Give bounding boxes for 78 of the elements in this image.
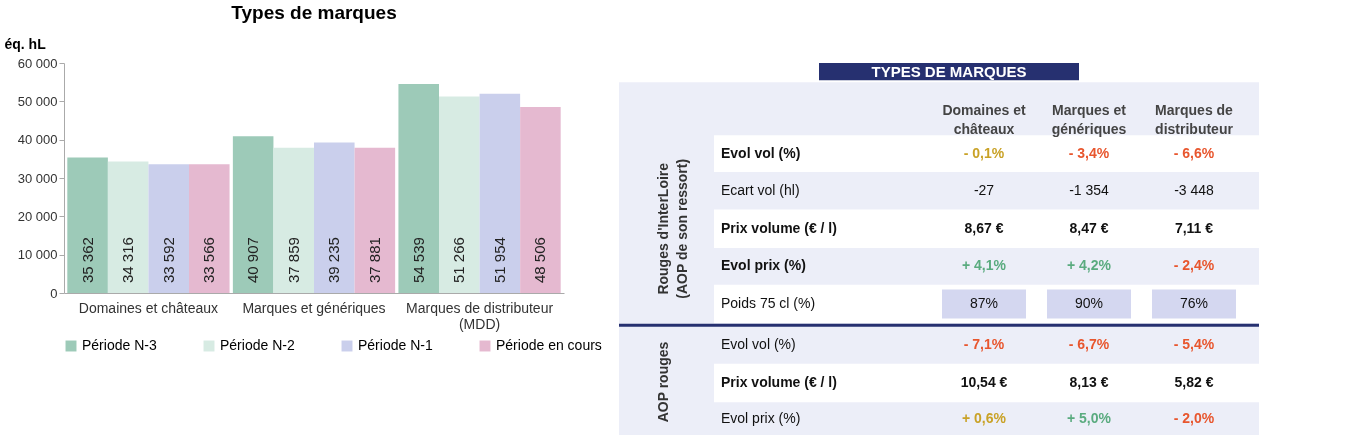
bar [148, 164, 189, 293]
data-label: 40 907 [244, 237, 262, 283]
bar [107, 161, 149, 293]
x-tick-label: Marques et génériques [242, 299, 386, 316]
data-label: 48 506 [531, 237, 549, 283]
legend-label: Période N-2 [220, 337, 295, 353]
data-label: 51 954 [490, 237, 508, 283]
y-tick-label: 0 [50, 285, 58, 301]
bar [314, 142, 355, 293]
text: - 7,1% [963, 336, 1005, 353]
text: 5,82 € [1174, 373, 1214, 390]
y-axis-title: éq. hL [4, 35, 47, 52]
bar [232, 136, 274, 293]
data-label: 39 235 [325, 237, 343, 283]
text: - 5,4% [1173, 336, 1215, 353]
text: Evol prix (%) [721, 257, 806, 274]
text: Evol vol (%) [721, 336, 796, 353]
bar [479, 93, 521, 293]
text: Marques de distributeur [1155, 102, 1234, 138]
data-label: 35 362 [78, 237, 96, 283]
bar [398, 83, 439, 293]
bar [520, 107, 561, 293]
legend-label: Période N-3 [82, 337, 157, 353]
text: 90% [1074, 294, 1104, 311]
text: + 0,6% [962, 409, 1007, 426]
text: -27 [973, 182, 995, 199]
text: Ecart vol (hl) [721, 182, 800, 199]
data-label: 37 859 [284, 237, 302, 283]
x-tick-label: Domaines et châteaux [78, 299, 219, 316]
text: + 4,2% [1067, 257, 1112, 274]
text: - 2,4% [1173, 257, 1215, 274]
bar [354, 147, 396, 293]
chart-title: Types de marques [231, 2, 397, 23]
text: 76% [1179, 294, 1209, 311]
x-tick-label: Marques de distributeur (MDD) [406, 299, 554, 332]
bar [67, 157, 108, 293]
data-label: 51 266 [450, 237, 468, 283]
text: - 6,7% [1068, 336, 1110, 353]
y-tick-label: 20 000 [17, 208, 58, 224]
bar [273, 147, 314, 293]
text: 8,13 € [1069, 373, 1109, 390]
y-tick-label: 30 000 [17, 170, 58, 186]
text: 7,11 € [1174, 219, 1214, 236]
bar [439, 96, 480, 293]
data-label: 33 566 [200, 237, 218, 283]
text: Prix volume (€ / l) [721, 219, 837, 236]
y-tick-label: 10 000 [17, 247, 58, 263]
text: Domaines et châteaux [942, 102, 1026, 138]
text: -3 448 [1174, 182, 1215, 199]
text: TYPES DE MARQUES [871, 62, 1027, 80]
text: Marques et génériques [1051, 102, 1127, 138]
text: 10,54 € [960, 373, 1008, 390]
y-tick-label: 40 000 [17, 132, 58, 148]
legend-label: Période en cours [496, 337, 602, 353]
text: - 2,0% [1173, 409, 1215, 426]
text: Rouges d'InterLoire (AOP de son ressort) [655, 158, 690, 299]
text: Evol prix (%) [721, 409, 801, 426]
text: + 5,0% [1067, 409, 1112, 426]
text: 87% [969, 294, 999, 311]
text: - 0,1% [963, 144, 1005, 161]
text: 8,67 € [964, 219, 1004, 236]
text: - 6,6% [1173, 144, 1215, 161]
text: 8,47 € [1069, 219, 1109, 236]
data-label: 34 316 [119, 237, 137, 283]
data-label: 37 881 [365, 237, 383, 283]
y-tick-label: 50 000 [17, 93, 58, 109]
text: - 3,4% [1068, 144, 1110, 161]
text: + 4,1% [962, 257, 1007, 274]
text: AOP rouges [655, 341, 671, 423]
text: Evol vol (%) [721, 144, 801, 161]
data-label: 33 592 [159, 237, 177, 283]
legend-label: Période N-1 [358, 337, 433, 353]
text: Poids 75 cl (%) [721, 294, 816, 311]
y-tick-label: 60 000 [17, 55, 58, 71]
bar [189, 164, 230, 293]
text: Prix volume (€ / l) [721, 373, 837, 390]
text: -1 354 [1069, 182, 1110, 199]
data-label: 54 539 [409, 237, 427, 283]
